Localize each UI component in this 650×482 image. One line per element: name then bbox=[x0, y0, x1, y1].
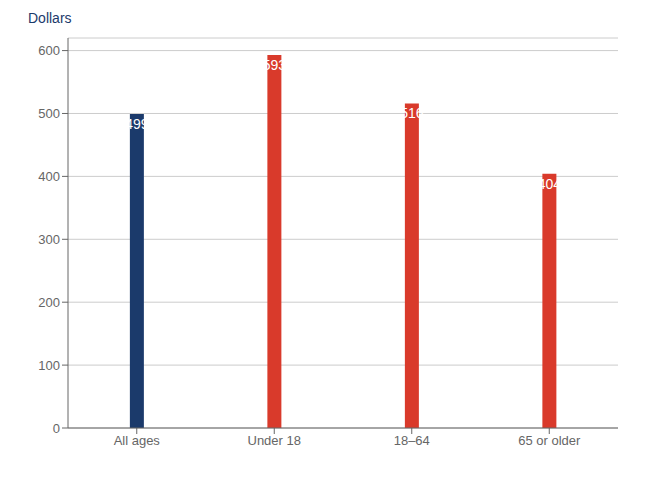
svg-text:593: 593 bbox=[263, 57, 287, 73]
svg-text:400: 400 bbox=[38, 169, 60, 184]
svg-text:0: 0 bbox=[53, 421, 60, 436]
svg-text:200: 200 bbox=[38, 295, 60, 310]
svg-text:516: 516 bbox=[400, 105, 424, 121]
svg-text:600: 600 bbox=[38, 43, 60, 58]
svg-text:65 or older: 65 or older bbox=[518, 433, 581, 448]
svg-text:Under 18: Under 18 bbox=[248, 433, 301, 448]
svg-text:500: 500 bbox=[38, 106, 60, 121]
svg-text:18–64: 18–64 bbox=[394, 433, 430, 448]
svg-text:300: 300 bbox=[38, 232, 60, 247]
svg-text:499: 499 bbox=[125, 116, 149, 132]
html-text:Dollars: Dollars bbox=[28, 10, 72, 26]
svg-text:100: 100 bbox=[38, 358, 60, 373]
svg-text:All ages: All ages bbox=[114, 433, 161, 448]
svg-text:404: 404 bbox=[538, 176, 562, 192]
